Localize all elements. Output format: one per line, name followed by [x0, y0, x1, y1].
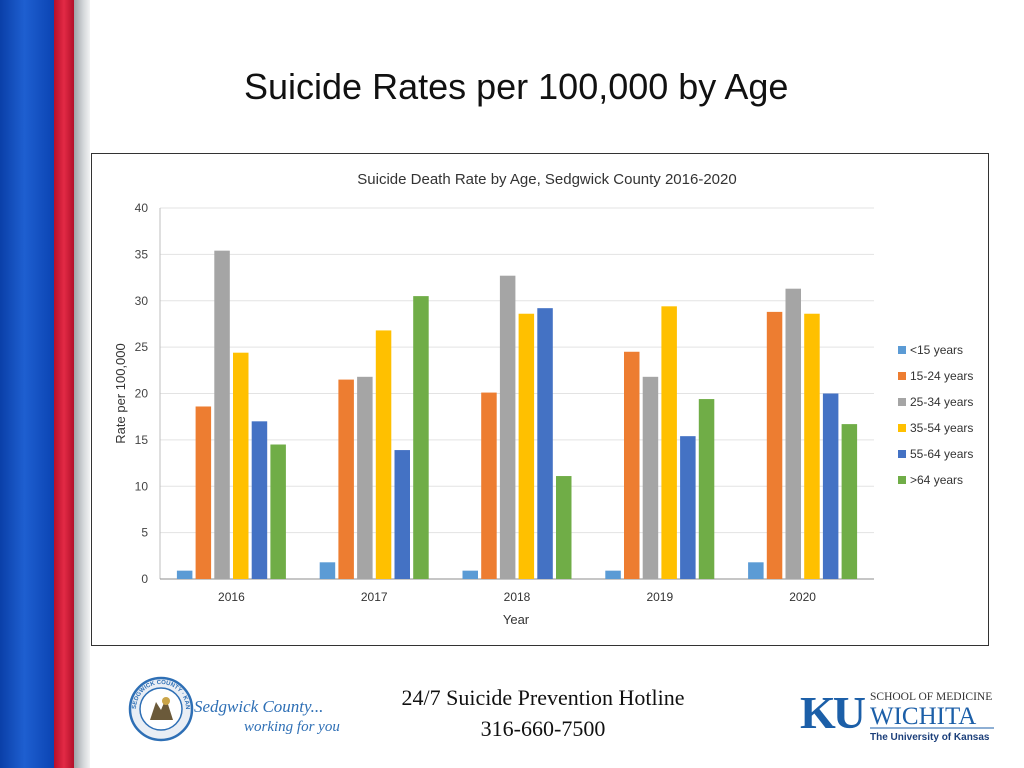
bar [518, 313, 535, 579]
legend-swatch [898, 346, 906, 354]
bar [556, 476, 572, 579]
legend-swatch [898, 424, 906, 432]
hotline-block: 24/7 Suicide Prevention Hotline 316-660-… [360, 682, 726, 744]
bar [661, 306, 677, 579]
bar [499, 275, 516, 579]
bar [338, 379, 354, 579]
bar [537, 308, 553, 579]
decorative-red-stripe [54, 0, 74, 768]
y-tick-label: 20 [135, 387, 149, 401]
hotline-number: 316-660-7500 [480, 716, 606, 741]
y-tick-label: 35 [135, 247, 149, 261]
bar [680, 436, 696, 579]
ku-school-line: SCHOOL OF MEDICINE [870, 691, 992, 703]
legend-label: 15-24 years [910, 369, 973, 383]
bar [822, 393, 839, 579]
legend-label: 35-54 years [910, 421, 973, 435]
bar [698, 399, 715, 579]
sedgwick-name: Sedgwick County... [194, 697, 323, 716]
bar [766, 311, 783, 579]
bar [804, 313, 820, 579]
y-tick-label: 0 [141, 572, 148, 586]
x-tick-label: 2016 [218, 590, 245, 604]
bar [748, 562, 764, 579]
bar [481, 392, 497, 579]
bar [319, 562, 336, 579]
bar [270, 444, 286, 579]
x-tick-label: 2020 [789, 590, 816, 604]
y-tick-label: 15 [135, 433, 149, 447]
bar [176, 570, 193, 579]
bar [841, 424, 858, 579]
ku-letters: KU [800, 688, 866, 738]
bar [233, 352, 249, 579]
x-tick-label: 2017 [361, 590, 388, 604]
y-tick-label: 25 [135, 340, 149, 354]
bar [413, 296, 429, 579]
chart-title: Suicide Death Rate by Age, Sedgwick Coun… [357, 171, 736, 188]
y-tick-label: 30 [135, 294, 149, 308]
hotline-label: 24/7 Suicide Prevention Hotline [401, 685, 685, 710]
bar [462, 570, 478, 579]
seal-inner-ring [139, 687, 183, 731]
bar [394, 450, 410, 579]
ku-university-line: The University of Kansas [870, 732, 990, 743]
y-axis-label: Rate per 100,000 [113, 343, 128, 443]
legend-label: <15 years [910, 343, 963, 357]
bar [214, 250, 230, 579]
bar [785, 288, 801, 579]
bar-chart: Suicide Death Rate by Age, Sedgwick Coun… [113, 171, 973, 627]
legend-label: 25-34 years [910, 395, 973, 409]
legend-swatch [898, 398, 906, 406]
decorative-grey-stripe [74, 0, 90, 768]
bar [195, 406, 212, 579]
x-tick-label: 2018 [504, 590, 531, 604]
seal-sun-icon [162, 697, 170, 705]
bar [375, 330, 392, 579]
x-axis-label: Year [503, 612, 530, 627]
legend-swatch [898, 476, 906, 484]
y-tick-label: 5 [141, 526, 148, 540]
slide-title: Suicide Rates per 100,000 by Age [244, 66, 789, 107]
legend-label: 55-64 years [910, 447, 973, 461]
bar [251, 421, 268, 579]
y-tick-label: 40 [135, 201, 149, 215]
bar [357, 376, 373, 579]
legend-swatch [898, 450, 906, 458]
chart-frame: Suicide Death Rate by Age, Sedgwick Coun… [91, 153, 989, 646]
bar [605, 570, 621, 579]
sedgwick-tagline: working for you [244, 719, 340, 735]
legend-label: >64 years [910, 473, 963, 487]
y-tick-label: 10 [135, 479, 149, 493]
decorative-blue-stripe [0, 0, 54, 768]
sedgwick-county-logo: SEDGWICK COUNTY · KANSAS Sedgwick County… [128, 676, 340, 742]
legend-swatch [898, 372, 906, 380]
ku-school-of-medicine-logo: KU SCHOOL OF MEDICINE WICHITA The Univer… [800, 688, 994, 743]
x-tick-label: 2019 [646, 590, 673, 604]
bar [642, 376, 659, 579]
bar [624, 351, 640, 579]
ku-wichita-line: WICHITA [870, 703, 976, 730]
